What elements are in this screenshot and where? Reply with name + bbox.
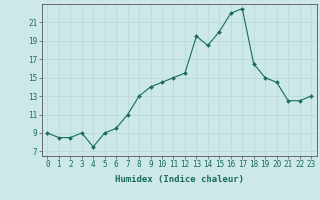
- X-axis label: Humidex (Indice chaleur): Humidex (Indice chaleur): [115, 175, 244, 184]
